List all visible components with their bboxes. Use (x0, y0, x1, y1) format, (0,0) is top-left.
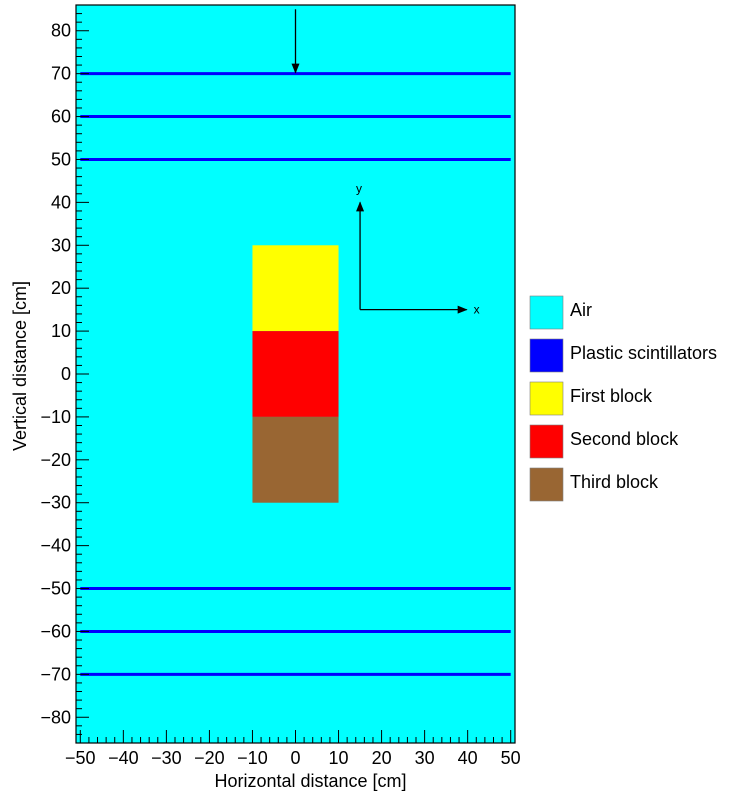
legend-swatch (529, 338, 564, 373)
y-tick-label: 40 (51, 192, 71, 212)
y-tick-label: 10 (51, 321, 71, 341)
legend-swatch (529, 467, 564, 502)
y-tick-label: −10 (40, 407, 71, 427)
x-tick-label: 40 (458, 748, 478, 768)
y-tick-label: 70 (51, 64, 71, 84)
y-tick-label: 30 (51, 235, 71, 255)
plot-area: yx (75, 4, 516, 744)
legend-swatch (529, 295, 564, 330)
y-tick-label: −40 (40, 536, 71, 556)
y-tick-label: −80 (40, 707, 71, 727)
y-tick-label: 20 (51, 278, 71, 298)
y-tick-label: 0 (61, 364, 71, 384)
y-tick-label: 60 (51, 107, 71, 127)
y-tick-label: −70 (40, 664, 71, 684)
coord-x-label: x (474, 303, 480, 317)
x-tick-label: 10 (329, 748, 349, 768)
x-tick-label: −40 (108, 748, 139, 768)
block-1 (252, 245, 339, 332)
block-3 (252, 416, 339, 503)
y-tick-label: −60 (40, 621, 71, 641)
y-axis-title: Vertical distance [cm] (10, 281, 30, 451)
legend-swatch (529, 381, 564, 416)
x-tick-label: −20 (194, 748, 225, 768)
y-tick-label: −50 (40, 579, 71, 599)
block-2 (252, 331, 339, 417)
x-tick-label: 0 (290, 748, 300, 768)
legend-label: Plastic scintillators (570, 343, 717, 363)
legend-label: Third block (570, 472, 659, 492)
legend-swatch (529, 424, 564, 459)
legend-label: First block (570, 386, 653, 406)
y-tick-label: 80 (51, 21, 71, 41)
legend-label: Air (570, 300, 592, 320)
x-tick-label: −30 (151, 748, 182, 768)
y-tick-label: −20 (40, 450, 71, 470)
coord-y-label: y (356, 181, 362, 195)
legend: Air Plastic scintillators First block Secon… (529, 295, 717, 502)
y-tick-label: 50 (51, 149, 71, 169)
x-tick-label: −10 (237, 748, 268, 768)
x-tick-label: 20 (372, 748, 392, 768)
x-tick-label: −50 (65, 748, 96, 768)
x-tick-label: 30 (415, 748, 435, 768)
x-axis-title: Horizontal distance [cm] (214, 771, 406, 791)
axis-ticks (76, 4, 512, 744)
axis-tick-labels: −50 −40 −30 −20 −10 0 10 20 30 40 50 80 70 60 50 40 30 20… (40, 21, 520, 768)
x-tick-label: 50 (501, 748, 521, 768)
y-tick-label: −30 (40, 493, 71, 513)
legend-label: Second block (570, 429, 679, 449)
